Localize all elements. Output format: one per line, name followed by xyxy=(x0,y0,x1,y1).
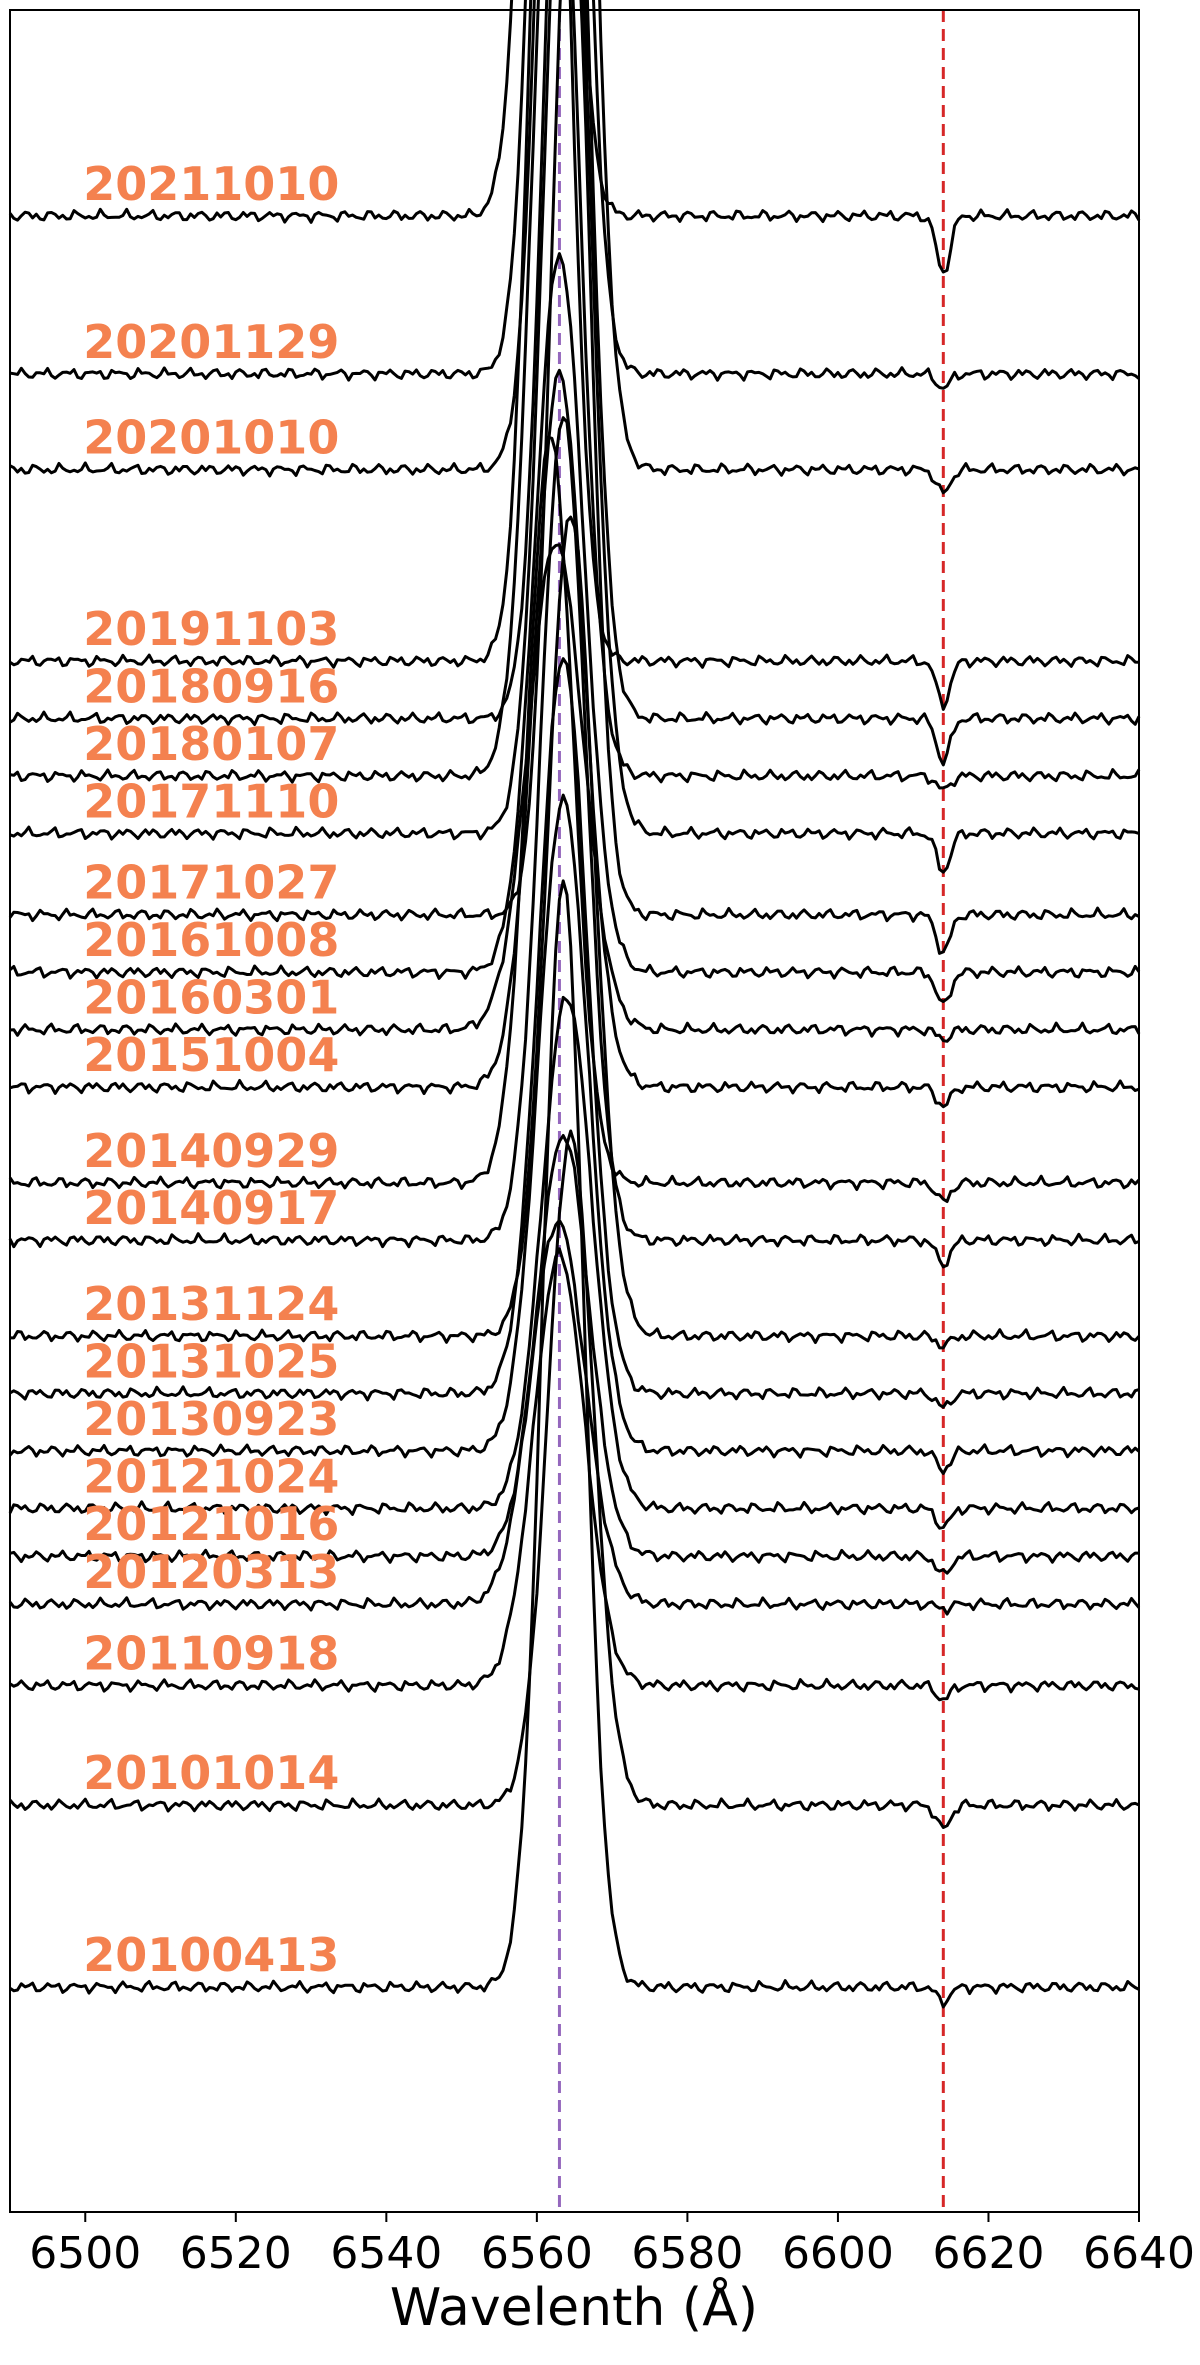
spectrum-line xyxy=(9,1134,1139,1575)
spectra-series xyxy=(8,0,1141,2009)
spectrum-line xyxy=(9,657,1140,1409)
series-label: 20120313 xyxy=(83,1545,339,1599)
spectrum-line xyxy=(9,0,1141,767)
series-label: 20211010 xyxy=(83,157,339,211)
series-label: 20171110 xyxy=(83,774,339,828)
x-tick-label: 6600 xyxy=(782,2228,894,2279)
spectrum-line xyxy=(10,515,1141,1350)
series-labels: 20211010 20201129 20201010 2019110320180916… xyxy=(83,157,339,1982)
x-tick-label: 6520 xyxy=(180,2228,292,2279)
series-label: 20100413 xyxy=(83,1928,339,1982)
series-label: 20191103 xyxy=(83,602,339,656)
series-label: 20171027 xyxy=(83,856,339,910)
x-axis-title: Wavelenth (Å) xyxy=(390,2276,758,2338)
series-label: 20201129 xyxy=(83,315,339,369)
series-label: 20121016 xyxy=(83,1497,339,1551)
spectrum-line xyxy=(8,1129,1140,1829)
spectrum-line xyxy=(9,1247,1140,1702)
reference-lines xyxy=(557,10,945,2212)
x-tick-label: 6500 xyxy=(29,2228,141,2279)
series-label: 20201010 xyxy=(83,411,339,465)
spectrum-line xyxy=(8,1218,1141,1616)
x-tick-label: 6580 xyxy=(631,2228,743,2279)
spectrum-line xyxy=(9,0,1140,711)
series-label: 20121024 xyxy=(83,1449,339,1503)
spectrum-line xyxy=(9,0,1140,390)
series-label: 20110918 xyxy=(83,1626,339,1680)
series-label: 20160301 xyxy=(83,971,339,1025)
spectrum-line xyxy=(9,252,1141,1003)
x-tick-label: 6560 xyxy=(481,2228,593,2279)
spectrum-line xyxy=(8,435,1141,1203)
x-tick-label: 6640 xyxy=(1083,2228,1195,2279)
x-axis: 6500 6520 6540 6560 6580 6600 6620 6640 xyxy=(29,2212,1195,2279)
plot-frame xyxy=(9,9,1140,2213)
spectrum-line xyxy=(9,0,1141,790)
spectrum-line xyxy=(9,543,1141,1043)
series-label: 20140929 xyxy=(83,1124,339,1178)
spectrum-line xyxy=(8,793,1140,1475)
series-label: 20101014 xyxy=(83,1746,339,1800)
spectrum-line xyxy=(8,416,1140,1269)
series-label: 20180107 xyxy=(83,717,339,771)
series-label: 20161008 xyxy=(83,913,339,967)
spectrum-line xyxy=(9,0,1140,874)
series-label: 20140917 xyxy=(83,1181,339,1235)
x-tick-label: 6620 xyxy=(932,2228,1044,2279)
series-label: 20131124 xyxy=(83,1277,339,1331)
series-label: 20130923 xyxy=(83,1392,339,1446)
x-tick-label: 6540 xyxy=(330,2228,442,2279)
series-label: 20180916 xyxy=(83,659,339,713)
spectrum-line xyxy=(8,0,1141,274)
spectrum-line xyxy=(9,0,1140,495)
series-label: 20151004 xyxy=(83,1028,339,1082)
spectrum-line xyxy=(8,0,1140,955)
spectrum-line xyxy=(9,879,1140,2009)
series-label: 20131025 xyxy=(83,1334,339,1388)
